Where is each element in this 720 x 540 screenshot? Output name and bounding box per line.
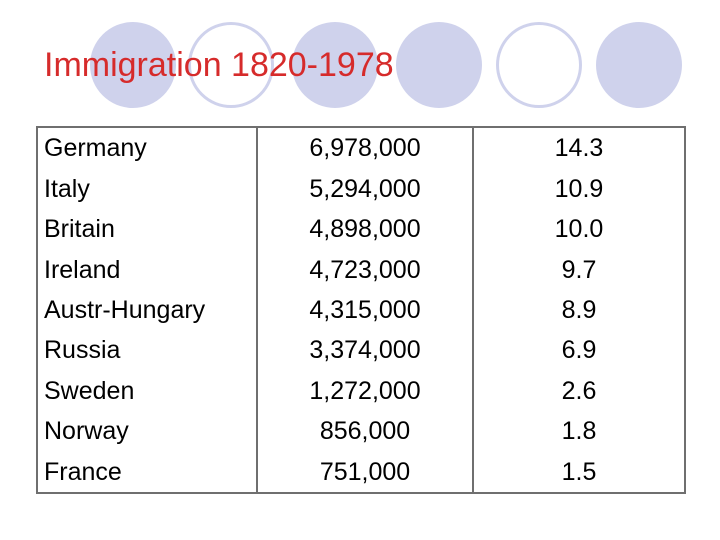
table-row: Austr-Hungary 4,315,000 8.9 [36,289,686,331]
country-cell: Germany [36,127,258,169]
percent-cell: 6.9 [472,330,686,371]
country-cell: Ireland [36,249,258,290]
country-cell: Sweden [36,370,258,412]
decor-circle-3 [292,22,378,108]
decor-circle-6 [596,22,682,108]
percent-cell: 1.8 [472,411,686,452]
table-row: Sweden 1,272,000 2.6 [36,370,686,412]
country-cell: Italy [36,168,258,209]
country-cell: Russia [36,330,258,371]
country-cell: Britain [36,208,258,250]
percent-cell: 1.5 [472,451,686,493]
country-cell: Austr-Hungary [36,289,258,331]
percent-cell: 10.9 [472,168,686,209]
decor-circle-2 [188,22,274,108]
table-row: Italy 5,294,000 10.9 [36,168,686,209]
count-cell: 856,000 [256,411,474,452]
count-cell: 751,000 [256,451,474,493]
table-row: Britain 4,898,000 10.0 [36,208,686,250]
table-row: Ireland 4,723,000 9.7 [36,249,686,290]
count-cell: 4,315,000 [256,289,474,331]
decor-circle-4 [396,22,482,108]
decor-circle-1 [90,22,176,108]
count-cell: 3,374,000 [256,330,474,371]
table-row: Norway 856,000 1.8 [36,411,686,452]
count-cell: 4,898,000 [256,208,474,250]
percent-cell: 2.6 [472,370,686,412]
count-cell: 4,723,000 [256,249,474,290]
percent-cell: 9.7 [472,249,686,290]
percent-cell: 8.9 [472,289,686,331]
country-cell: France [36,451,258,493]
percent-cell: 14.3 [472,127,686,169]
table-row: Russia 3,374,000 6.9 [36,330,686,371]
decor-circle-5 [496,22,582,108]
count-cell: 6,978,000 [256,127,474,169]
immigration-table: Germany 6,978,000 14.3 Italy 5,294,000 10.9 Br… [36,126,686,494]
count-cell: 5,294,000 [256,168,474,209]
percent-cell: 10.0 [472,208,686,250]
table-row: France 751,000 1.5 [36,451,686,493]
country-cell: Norway [36,411,258,452]
table-row: Germany 6,978,000 14.3 [36,127,686,169]
count-cell: 1,272,000 [256,370,474,412]
slide-title: Immigration 1820-1978 [44,46,394,84]
